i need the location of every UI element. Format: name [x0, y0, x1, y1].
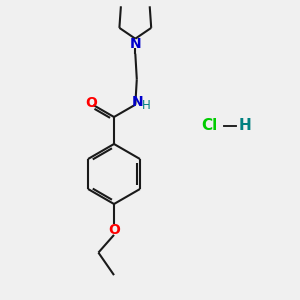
Text: H: H [142, 99, 151, 112]
Text: N: N [131, 95, 143, 109]
Text: N: N [130, 37, 141, 51]
Text: O: O [108, 223, 120, 237]
Text: Cl: Cl [201, 118, 218, 134]
Text: H: H [238, 118, 251, 134]
Text: O: O [85, 97, 97, 110]
